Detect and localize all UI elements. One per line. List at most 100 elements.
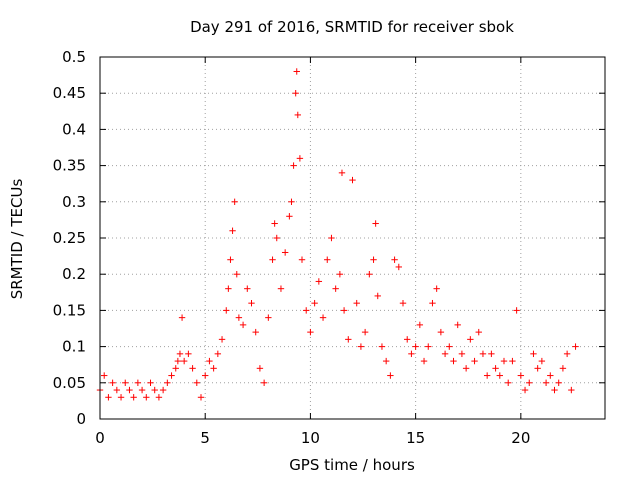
- data-point: [450, 357, 457, 365]
- data-point: [429, 299, 436, 307]
- y-tick-label: 0.05: [53, 374, 86, 392]
- data-point: [239, 321, 247, 329]
- data-point: [233, 271, 240, 278]
- y-tick-label: 0.45: [53, 84, 86, 102]
- data-point: [147, 379, 154, 386]
- y-tick-label: 0.1: [62, 338, 86, 356]
- data-point: [185, 350, 192, 358]
- data-point: [345, 336, 352, 343]
- data-point: [517, 372, 525, 379]
- data-point: [555, 379, 562, 386]
- y-tick-label: 0.25: [53, 229, 86, 247]
- data-point: [462, 365, 470, 372]
- data-point: [168, 372, 175, 379]
- data-point: [391, 256, 398, 263]
- data-point: [288, 198, 295, 205]
- data-point: [353, 299, 360, 307]
- data-point: [138, 386, 146, 394]
- data-point: [172, 365, 179, 372]
- data-point: [372, 220, 379, 227]
- y-tick-label: 0.3: [62, 193, 86, 211]
- y-tick-label: 0.5: [62, 48, 86, 66]
- data-point: [252, 328, 259, 336]
- data-point: [164, 379, 171, 386]
- data-point: [387, 372, 394, 379]
- data-point: [210, 365, 217, 372]
- data-point: [572, 343, 579, 350]
- data-point: [269, 256, 276, 263]
- data-point: [374, 292, 381, 300]
- data-point: [105, 394, 112, 401]
- data-point: [159, 386, 167, 394]
- y-axis-label: SRMTID / TECUs: [8, 179, 26, 300]
- data-point: [293, 68, 300, 75]
- data-point: [277, 285, 285, 292]
- data-point: [134, 379, 142, 386]
- data-point: [281, 249, 289, 256]
- data-point: [509, 357, 516, 365]
- data-point: [475, 328, 482, 336]
- data-point: [315, 278, 323, 285]
- data-point: [225, 285, 232, 292]
- data-point: [416, 321, 424, 329]
- data-point: [109, 379, 116, 386]
- data-point: [244, 285, 251, 292]
- data-point: [483, 372, 491, 379]
- data-point: [563, 350, 571, 358]
- data-point: [492, 365, 499, 372]
- data-point: [126, 386, 133, 394]
- data-point: [349, 176, 356, 184]
- data-points: [96, 68, 579, 401]
- data-point: [454, 321, 461, 329]
- data-point: [479, 350, 487, 358]
- data-point: [223, 307, 230, 314]
- chart-title: Day 291 of 2016, SRMTID for receiver sbo…: [190, 18, 514, 36]
- data-point: [193, 379, 200, 386]
- data-point: [338, 169, 346, 177]
- data-point: [324, 256, 331, 263]
- x-tick-label: 10: [301, 429, 320, 447]
- data-point: [298, 256, 306, 263]
- data-point: [256, 365, 264, 372]
- data-point: [218, 336, 226, 343]
- data-point: [467, 336, 474, 343]
- data-point: [542, 379, 550, 386]
- y-tick-label: 0.2: [62, 265, 86, 283]
- data-point: [382, 357, 390, 365]
- data-point: [311, 299, 318, 307]
- x-axis-label: GPS time / hours: [289, 456, 415, 474]
- data-point: [231, 198, 238, 205]
- data-point: [446, 343, 453, 350]
- data-point: [521, 386, 529, 394]
- data-point: [303, 307, 310, 314]
- data-point: [559, 365, 567, 372]
- data-point: [370, 256, 377, 263]
- grid-lines: [100, 57, 605, 419]
- data-point: [513, 307, 520, 314]
- data-point: [395, 263, 402, 271]
- data-point: [399, 299, 407, 307]
- data-point: [227, 256, 234, 263]
- data-point: [155, 394, 163, 401]
- data-point: [176, 350, 184, 358]
- data-point: [551, 386, 558, 394]
- data-point: [189, 365, 196, 372]
- data-point: [441, 350, 449, 358]
- data-point: [336, 271, 344, 278]
- data-point: [319, 314, 327, 321]
- data-point: [143, 394, 150, 401]
- data-point: [271, 220, 278, 227]
- data-point: [328, 234, 335, 242]
- data-point: [420, 357, 428, 365]
- data-point: [340, 307, 348, 314]
- data-point: [500, 357, 508, 365]
- data-point: [229, 227, 236, 234]
- x-tick-label: 20: [511, 429, 530, 447]
- data-point: [180, 357, 188, 365]
- y-tick-label: 0.35: [53, 157, 86, 175]
- data-point: [202, 372, 209, 379]
- data-point: [425, 343, 432, 350]
- data-point: [534, 365, 541, 372]
- data-point: [496, 372, 503, 379]
